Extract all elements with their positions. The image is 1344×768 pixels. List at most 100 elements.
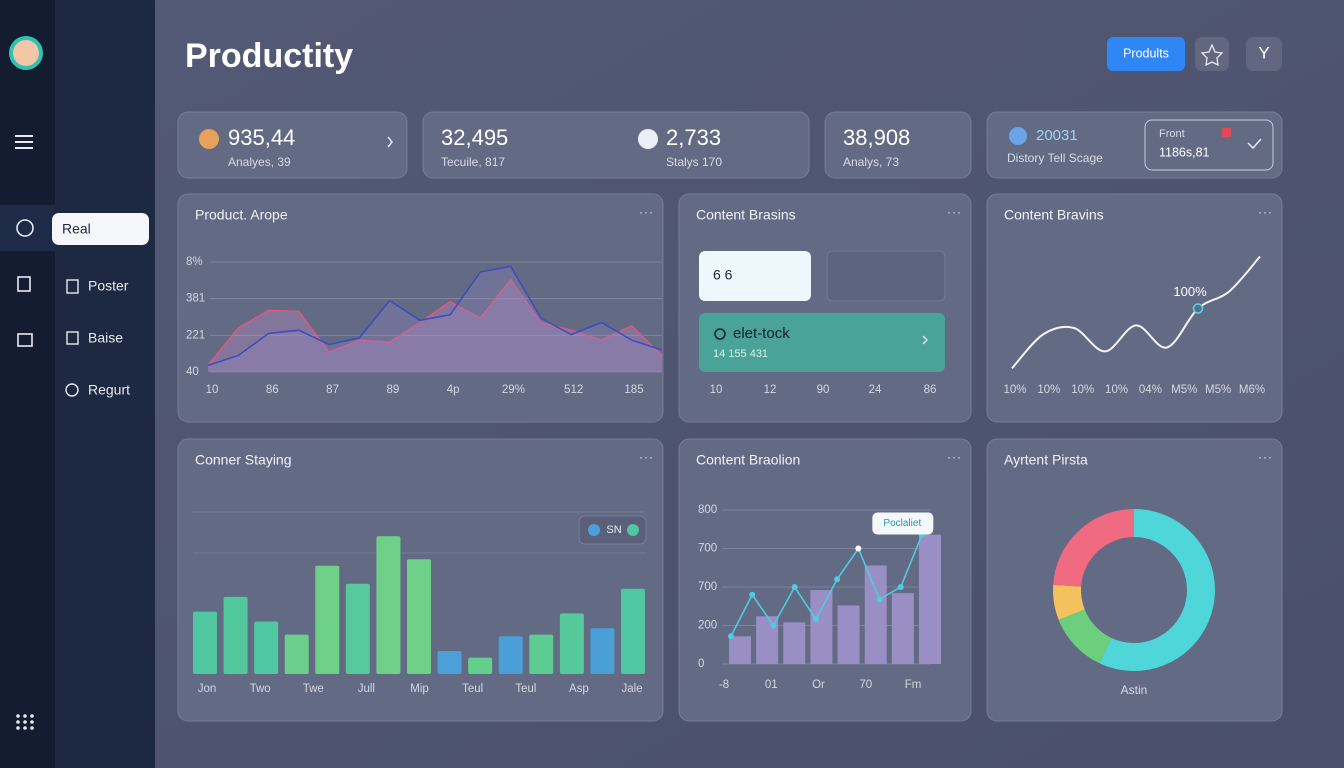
chevron xyxy=(387,136,393,148)
user-button[interactable] xyxy=(1246,37,1282,71)
point xyxy=(876,596,883,603)
x-axis-label: M5% xyxy=(1171,384,1197,396)
primary-button[interactable] xyxy=(1107,37,1185,71)
bar xyxy=(407,559,431,674)
status-icon xyxy=(714,328,726,340)
donut-segment xyxy=(1053,509,1135,588)
stat-label: Stalys 170 xyxy=(666,155,722,169)
stat-value: 2,733 xyxy=(666,125,721,150)
bar xyxy=(864,565,887,664)
y-axis-label: 8% xyxy=(186,256,203,268)
stat-card[interactable] xyxy=(986,111,1283,179)
stat-icon xyxy=(638,129,658,149)
x-axis-label: 04% xyxy=(1139,384,1162,396)
x-axis-label: M6% xyxy=(1239,384,1265,396)
annotation: 100% xyxy=(1173,284,1207,299)
line xyxy=(207,265,663,367)
clock-icon[interactable] xyxy=(16,219,34,237)
avatar-face xyxy=(13,40,39,66)
legend-swatch xyxy=(627,524,639,536)
donut-segment xyxy=(1099,509,1215,671)
doc-icon[interactable] xyxy=(17,276,31,292)
x-axis-label: 10% xyxy=(1003,384,1026,396)
chevron xyxy=(922,335,928,345)
bar xyxy=(810,590,833,664)
bar xyxy=(559,613,584,674)
bar xyxy=(919,534,941,664)
bar xyxy=(223,596,248,674)
more-menu: ··· xyxy=(639,205,654,219)
x-axis-label: 90 xyxy=(817,384,830,396)
menu-active-pill[interactable] xyxy=(52,213,149,245)
empty-box xyxy=(826,250,946,302)
menu-icon[interactable] xyxy=(15,135,33,149)
x-axis-label: 24 xyxy=(869,384,882,396)
card-title: elet-tock xyxy=(733,325,790,342)
more-menu: ··· xyxy=(947,205,962,219)
star-button[interactable] xyxy=(1195,37,1229,71)
bar xyxy=(529,634,554,674)
x-axis-label: 86 xyxy=(924,384,937,396)
x-axis-label: 10 xyxy=(206,384,219,396)
bar xyxy=(729,636,751,664)
stat-card[interactable] xyxy=(422,111,810,179)
bar xyxy=(590,628,615,674)
stat-value: 32,495 xyxy=(441,125,508,150)
point xyxy=(770,622,777,629)
y-axis-label: 700 xyxy=(698,581,717,593)
user-button-label: Y xyxy=(1258,43,1269,62)
panel[interactable] xyxy=(177,193,664,423)
legend-label: SN xyxy=(606,524,621,536)
panel-title: Content Braolion xyxy=(696,452,800,468)
y-axis-label: 40 xyxy=(186,366,199,378)
stat-value: 935,44 xyxy=(228,125,295,150)
panel[interactable] xyxy=(986,438,1283,722)
x-axis-label: Two xyxy=(250,683,271,695)
star-icon xyxy=(1200,43,1224,67)
x-axis-label: 12 xyxy=(764,384,777,396)
donut-segment xyxy=(1053,584,1085,620)
stat-label: Distory Tell Scage xyxy=(1007,151,1103,165)
x-axis-label: 86 xyxy=(266,384,279,396)
legend-swatch xyxy=(588,524,600,536)
bar xyxy=(498,636,523,674)
rail-active xyxy=(0,205,55,251)
check-icon xyxy=(1247,138,1262,150)
x-axis-label: 10% xyxy=(1071,384,1094,396)
y-axis-label: 800 xyxy=(698,504,717,516)
x-axis-label: Teul xyxy=(515,683,536,695)
apps-icon[interactable] xyxy=(16,714,34,730)
stat-label: Analyes, 39 xyxy=(228,155,291,169)
x-axis-label: 89 xyxy=(386,384,399,396)
line xyxy=(1011,255,1261,369)
stat-value: 1186s,81 xyxy=(1159,145,1210,159)
status-card[interactable] xyxy=(699,313,945,372)
panel[interactable] xyxy=(986,193,1283,423)
menu-item: Poster xyxy=(88,278,129,294)
bar xyxy=(284,634,309,674)
box-value: 6 6 xyxy=(713,267,733,283)
point xyxy=(791,584,798,590)
stat-icon xyxy=(199,129,219,149)
x-axis-label: M5% xyxy=(1205,384,1231,396)
x-axis-label: -8 xyxy=(719,679,729,691)
panel-title: Content Bravins xyxy=(1004,207,1104,223)
y-axis-label: 700 xyxy=(698,543,717,555)
bar xyxy=(468,657,493,674)
stat-card[interactable] xyxy=(824,111,972,179)
stat-value: 38,908 xyxy=(843,125,910,150)
area xyxy=(208,266,662,372)
panel-title: Conner Staying xyxy=(195,452,292,468)
menu-item: Baise xyxy=(88,330,123,346)
x-axis-label: Asp xyxy=(569,683,589,695)
line xyxy=(730,534,923,637)
bar xyxy=(437,651,462,674)
lock-icon[interactable] xyxy=(17,333,33,347)
stat-card[interactable] xyxy=(177,111,408,179)
badge xyxy=(1222,128,1231,137)
bar xyxy=(621,588,645,674)
stat-value: 20031 xyxy=(1036,127,1078,144)
stat-label: Tecuile, 817 xyxy=(441,155,505,169)
point xyxy=(897,584,904,590)
